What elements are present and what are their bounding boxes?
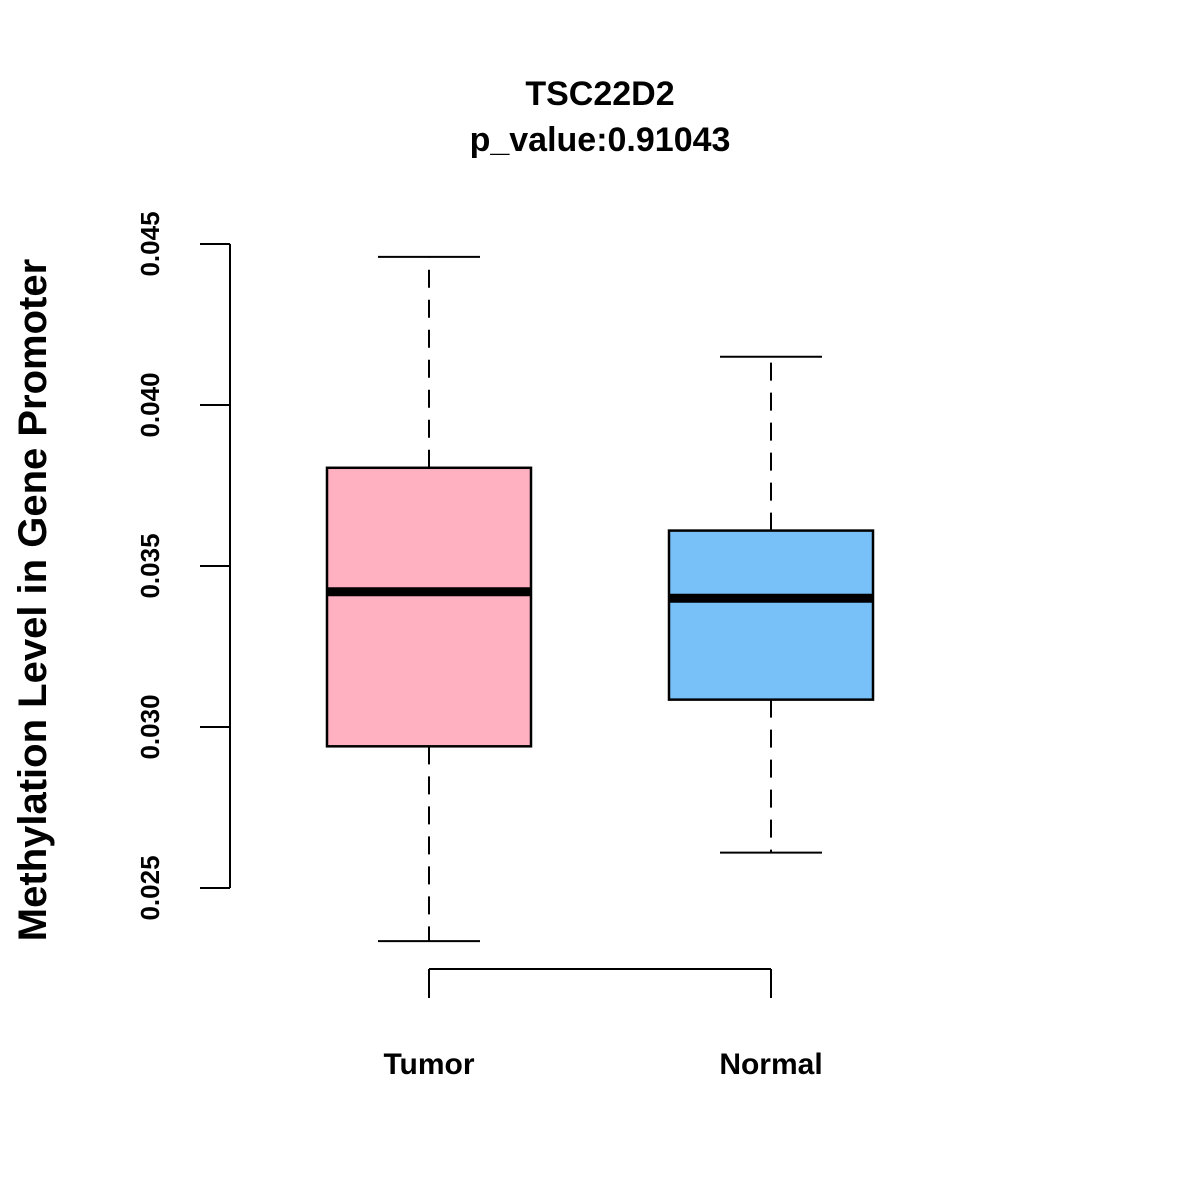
iqr-box — [667, 529, 875, 701]
chart-title: TSC22D2 — [525, 75, 674, 113]
y-axis-label: Methylation Level in Gene Promoter — [11, 259, 55, 941]
chart-subtitle: p_value:0.91043 — [470, 121, 731, 159]
x-axis: Tumor Normal — [383, 968, 823, 1081]
y-tick-label: 0.025 — [135, 855, 165, 920]
iqr-box — [325, 466, 533, 748]
x-category-label: Normal — [719, 1048, 822, 1081]
box-tumor — [325, 255, 533, 943]
y-axis: 0.025 0.030 0.035 0.040 0.045 — [135, 211, 231, 921]
y-tick-label: 0.040 — [135, 372, 165, 437]
y-tick-label: 0.035 — [135, 533, 165, 598]
x-category-label: Tumor — [383, 1048, 474, 1081]
y-tick-label: 0.045 — [135, 211, 165, 276]
boxes-group — [325, 255, 875, 943]
y-tick-label: 0.030 — [135, 694, 165, 759]
box-normal — [667, 355, 875, 854]
